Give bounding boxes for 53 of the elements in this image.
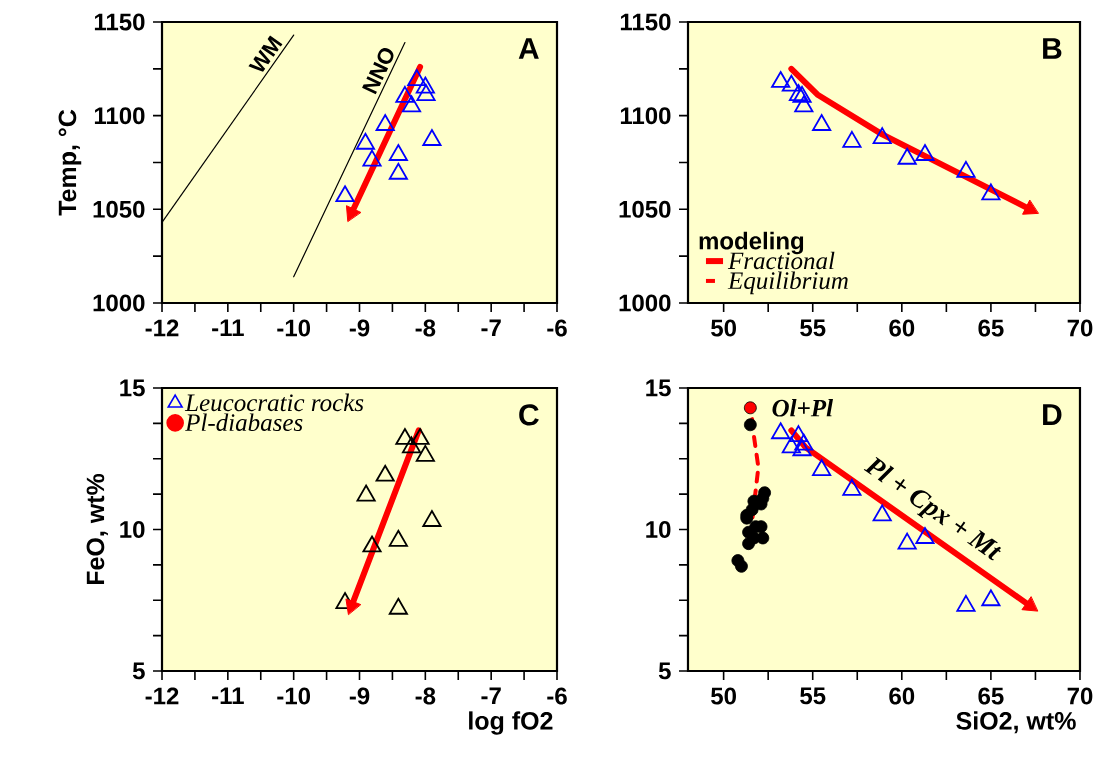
annotation: Ol+Pl — [772, 399, 833, 417]
annotation: Pl + Cpx + Mt — [863, 456, 1002, 561]
y-tick-label: 1050 — [619, 200, 671, 218]
x-tick-label: 60 — [889, 687, 915, 705]
x-tick-label: -11 — [212, 319, 244, 337]
x-tick-label: 50 — [711, 687, 736, 705]
x-tick-label: -10 — [277, 319, 311, 337]
x-tick-label: 65 — [978, 687, 1004, 705]
annotation: B — [1043, 38, 1062, 59]
y-tick-label: 15 — [120, 379, 145, 397]
x-tick-label: 50 — [711, 319, 736, 337]
y-tick-label: 1100 — [94, 107, 145, 125]
y-tick-label: 15 — [646, 379, 671, 397]
x-tick-label: 65 — [978, 319, 1004, 337]
x-tick-label: -11 — [212, 687, 244, 705]
text: NNO — [362, 48, 394, 95]
x-tick-label: -9 — [349, 687, 370, 705]
legend-label: Pl-diabases — [185, 413, 303, 432]
legend-label: Leucocratic rocks — [184, 393, 364, 412]
x-tick-label: -6 — [547, 319, 567, 337]
x-tick-label: 70 — [1067, 319, 1093, 337]
text: Equilibrium — [727, 271, 848, 295]
x-tick-label: -7 — [481, 687, 501, 705]
x-axis-title: log fO2 — [469, 711, 553, 735]
x-tick-label: -8 — [415, 319, 436, 337]
annotation: D — [1043, 404, 1062, 425]
x-tick-label: -12 — [145, 319, 179, 337]
x-tick-label: 55 — [800, 687, 826, 705]
y-tick-label: 10 — [646, 521, 671, 538]
y-tick-label: 1150 — [620, 13, 671, 31]
annotation: C — [519, 404, 539, 426]
x-tick-label: -10 — [277, 687, 311, 705]
y-axis-title: Temp, °C — [58, 109, 82, 216]
y-tick-label: 1100 — [620, 107, 671, 125]
y-tick-label: 5 — [658, 662, 671, 680]
y-tick-label: 10 — [120, 521, 145, 538]
x-tick-label: -8 — [415, 687, 436, 705]
x-tick-label: -7 — [481, 319, 501, 337]
x-tick-label: 60 — [889, 319, 915, 337]
y-tick-label: 5 — [132, 662, 145, 680]
x-tick-label: -12 — [145, 687, 179, 705]
x-tick-label: -6 — [547, 687, 567, 705]
y-tick-label: 1000 — [619, 294, 671, 312]
x-axis-title: SiO2, wt% — [956, 711, 1076, 734]
x-tick-label: -9 — [349, 319, 370, 337]
y-tick-label: 1050 — [93, 200, 145, 218]
y-tick-label: 1000 — [93, 294, 145, 312]
y-tick-label: 1150 — [94, 13, 145, 31]
text: WM — [248, 35, 283, 72]
annotation: A — [518, 38, 539, 59]
y-axis-title: FeO, wt% — [86, 473, 108, 585]
x-tick-label: 55 — [800, 319, 826, 337]
x-tick-label: 70 — [1067, 687, 1093, 705]
